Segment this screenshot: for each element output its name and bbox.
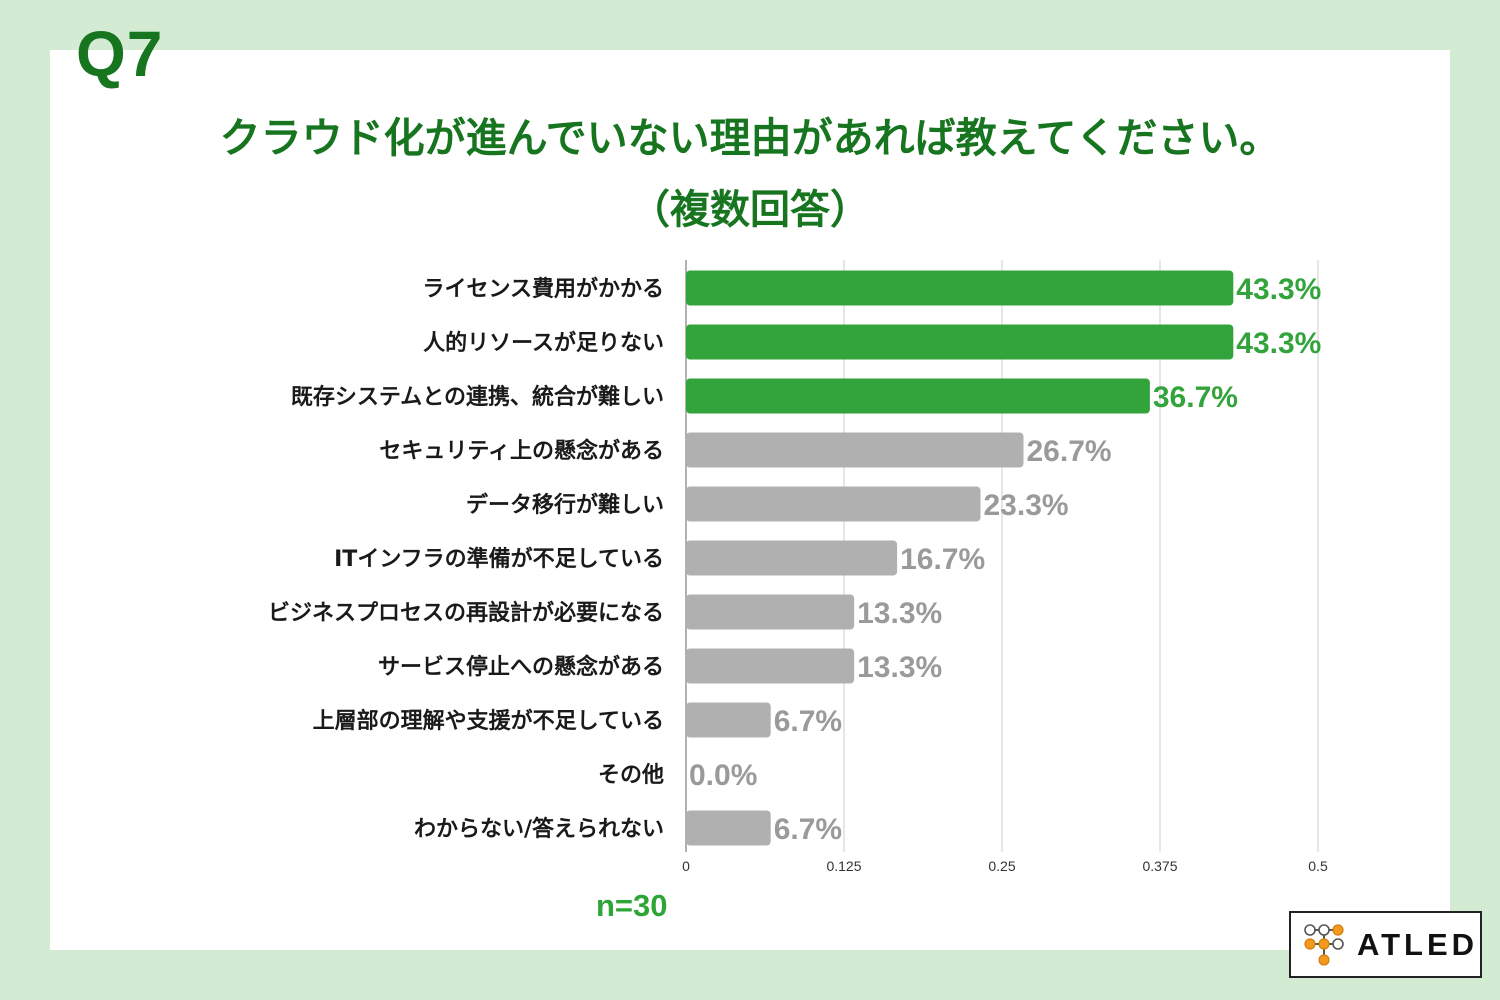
category-label: ライセンス費用がかかる xyxy=(422,276,664,302)
chart-title-line1: クラウド化が進んでいない理由があれば教えてください。 xyxy=(219,114,1281,162)
bar xyxy=(686,594,855,630)
question-number: Q7 xyxy=(76,18,164,90)
bar xyxy=(686,486,981,522)
value-label: 23.3% xyxy=(984,489,1069,522)
category-label: データ移行が難しい xyxy=(466,492,664,518)
value-label: 43.3% xyxy=(1236,327,1321,360)
category-label: ITインフラの準備が不足している xyxy=(334,546,664,572)
sample-size-label: n=30 xyxy=(596,888,668,923)
category-label: 上層部の理解や支援が不足している xyxy=(313,708,664,734)
chart-title-line2: （複数回答） xyxy=(630,187,870,233)
category-label: 既存システムとの連携、統合が難しい xyxy=(291,384,664,410)
logo-text: ATLED xyxy=(1357,927,1479,962)
bar xyxy=(686,648,855,684)
bar xyxy=(686,432,1024,468)
bar xyxy=(686,810,771,846)
category-label: 人的リソースが足りない xyxy=(423,330,664,356)
bar xyxy=(686,270,1234,306)
bars xyxy=(686,270,1234,846)
value-label: 26.7% xyxy=(1026,435,1111,468)
x-tick-label: 0 xyxy=(682,858,690,874)
value-label: 6.7% xyxy=(774,813,842,846)
labels: 0 0.125 0.25 0.375 0.5 ライセンス費用がかかる 43.3% 人的リソース… xyxy=(268,273,1328,874)
value-label: 0.0% xyxy=(689,759,757,792)
value-label: 6.7% xyxy=(774,705,842,738)
x-tick-label: 0.5 xyxy=(1308,858,1328,874)
value-label: 43.3% xyxy=(1236,273,1321,306)
bar xyxy=(686,540,898,576)
category-label: セキュリティ上の懸念がある xyxy=(379,438,664,464)
category-label: その他 xyxy=(598,763,664,788)
category-label: サービス停止への懸念がある xyxy=(378,654,664,680)
x-tick-label: 0.375 xyxy=(1142,858,1177,874)
x-tick-label: 0.125 xyxy=(826,858,861,874)
bar xyxy=(686,324,1234,360)
atled-logo: ATLED xyxy=(1289,911,1482,978)
category-label: わからない/答えられない xyxy=(414,816,664,842)
value-label: 13.3% xyxy=(857,597,942,630)
bar xyxy=(686,378,1150,414)
category-label: ビジネスプロセスの再設計が必要になる xyxy=(268,600,664,626)
x-tick-label: 0.25 xyxy=(988,858,1015,874)
value-label: 36.7% xyxy=(1153,381,1238,414)
value-label: 13.3% xyxy=(857,651,942,684)
value-label: 16.7% xyxy=(900,543,985,576)
bar xyxy=(686,702,771,738)
atled-logo-icon xyxy=(1304,924,1344,966)
